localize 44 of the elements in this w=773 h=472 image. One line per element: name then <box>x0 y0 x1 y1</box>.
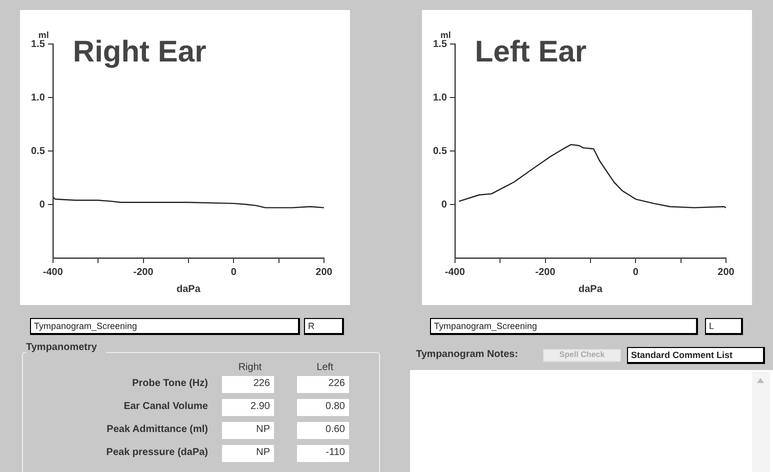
y-tick-label: 1.0 <box>432 92 448 104</box>
text: Left <box>316 362 334 373</box>
text: Tympanometry <box>26 342 97 353</box>
chart-title: Left Ear <box>474 35 587 68</box>
y-tick-label: 0 <box>39 199 46 210</box>
text: 226 <box>328 378 345 389</box>
x-tick-label: -400 <box>42 266 64 278</box>
chart-title: Right Ear <box>72 35 207 68</box>
text: Standard Comment List <box>631 350 733 360</box>
x-tick-label: 200 <box>718 266 735 278</box>
text: L <box>709 321 714 331</box>
text: NP <box>256 447 270 458</box>
y-tick-label: 0.5 <box>30 146 46 157</box>
text: Ear Canal Volume <box>124 401 208 412</box>
y-tick-label: 1.5 <box>30 38 46 50</box>
text: Tympanogram_Screening <box>434 321 538 331</box>
x-tick-label: -400 <box>444 266 466 278</box>
x-axis-title: daPa <box>176 284 201 295</box>
text: -110 <box>326 447 345 458</box>
text: Spell Check <box>559 350 605 359</box>
y-tick-label: 1.0 <box>30 92 46 104</box>
text: Probe Tone (Hz) <box>132 378 208 389</box>
x-tick-label: 200 <box>316 266 333 278</box>
x-axis-title: daPa <box>578 284 603 295</box>
text: 2.90 <box>250 401 270 412</box>
text: Peak Admittance (ml) <box>106 424 208 435</box>
y-axis-title: ml <box>38 30 49 40</box>
y-tick-label: 0.5 <box>432 146 448 157</box>
text: NP <box>256 424 270 435</box>
text: 0.60 <box>326 424 345 435</box>
text: R <box>308 321 314 331</box>
text: Tympanogram_Screening <box>34 321 138 331</box>
text: 0.80 <box>326 401 345 412</box>
text: Right <box>238 362 262 373</box>
y-tick-label: 1.5 <box>432 38 448 50</box>
text: Tympanogram Notes: <box>416 349 518 360</box>
x-tick-label: -200 <box>133 266 154 278</box>
x-tick-label: 0 <box>230 266 237 278</box>
text: 226 <box>253 378 270 389</box>
y-axis-title: ml <box>440 30 451 40</box>
x-tick-label: 0 <box>632 266 639 278</box>
text: Peak pressure (daPa) <box>106 447 208 458</box>
x-tick-label: -200 <box>535 266 556 278</box>
y-tick-label: 0 <box>441 199 448 210</box>
